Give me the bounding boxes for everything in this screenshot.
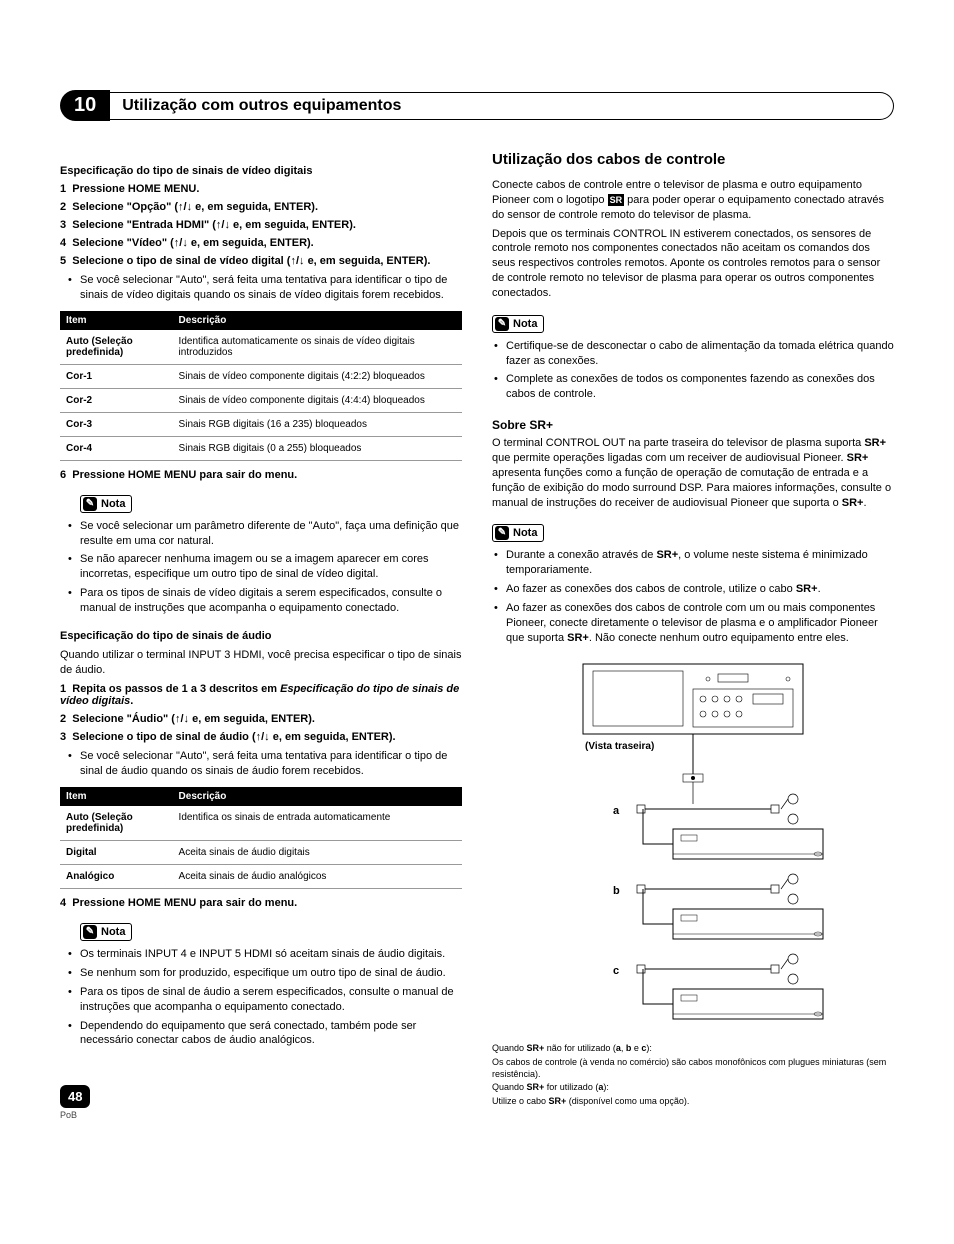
right-column: Utilização dos cabos de controle Conecte… xyxy=(492,151,894,1110)
step-text: Selecione o tipo de sinal de vídeo digit… xyxy=(72,255,430,267)
svg-text:a: a xyxy=(613,805,620,817)
note-badge: ✎Nota xyxy=(492,524,544,542)
pencil-icon: ✎ xyxy=(495,526,509,540)
table-row: Cor-3Sinais RGB digitais (16 a 235) bloq… xyxy=(60,412,462,436)
step-number: 4 xyxy=(60,897,66,909)
step-number: 3 xyxy=(60,219,66,231)
note-item: Se nenhum som for produzido, especifique… xyxy=(80,966,462,981)
fine-print: Os cabos de controle (à venda no comérci… xyxy=(492,1057,894,1080)
body-text: Depois que os terminais CONTROL IN estiv… xyxy=(492,227,894,301)
table-header: Item xyxy=(60,787,173,806)
page-sublabel: PoB xyxy=(60,1110,90,1120)
step-text: Selecione "Opção" (↑/↓ e, em seguida, EN… xyxy=(72,201,318,213)
step-number: 2 xyxy=(60,713,66,725)
section-heading: Utilização dos cabos de controle xyxy=(492,151,894,168)
diagram-label: (Vista traseira) xyxy=(585,741,654,752)
connection-diagram: (Vista traseira) a xyxy=(543,659,843,1029)
chapter-number: 10 xyxy=(60,90,110,121)
fine-print: Utilize o cabo SR+ (disponível como uma … xyxy=(492,1096,894,1108)
step-text: Pressione HOME MENU. xyxy=(72,183,199,195)
table-row: Cor-2Sinais de vídeo componente digitais… xyxy=(60,388,462,412)
table-row: AnalógicoAceita sinais de áudio analógic… xyxy=(60,865,462,889)
body-text: Conecte cabos de controle entre o televi… xyxy=(492,178,894,223)
fine-print: Quando SR+ não for utilizado (a, b e c): xyxy=(492,1043,894,1055)
step-note: Se você selecionar "Auto", será feita um… xyxy=(80,273,462,303)
section-heading: Especificação do tipo de sinais de áudio xyxy=(60,630,462,642)
note-item: Durante a conexão através de SR+, o volu… xyxy=(506,548,894,578)
note-item: Certifique-se de desconectar o cabo de a… xyxy=(506,339,894,369)
step-number: 1 xyxy=(60,183,66,195)
table-header: Descrição xyxy=(173,787,462,806)
table-header: Descrição xyxy=(173,311,462,330)
note-badge: ✎Nota xyxy=(80,923,132,941)
step-text: Selecione o tipo de sinal de áudio (↑/↓ … xyxy=(72,731,395,743)
left-column: Especificação do tipo de sinais de vídeo… xyxy=(60,151,462,1110)
note-item: Se você selecionar um parâmetro diferent… xyxy=(80,519,462,549)
step-text: Pressione HOME MENU para sair do menu. xyxy=(72,469,297,481)
section-heading: Especificação do tipo de sinais de vídeo… xyxy=(60,165,462,177)
note-item: Para os tipos de sinal de áudio a serem … xyxy=(80,985,462,1015)
step-number: 5 xyxy=(60,255,66,267)
table-row: DigitalAceita sinais de áudio digitais xyxy=(60,841,462,865)
table-row: Cor-1Sinais de vídeo componente digitais… xyxy=(60,364,462,388)
section-heading: Sobre SR+ xyxy=(492,418,894,432)
svg-text:c: c xyxy=(613,965,619,977)
table-row: Auto (Seleção predefinida)Identifica os … xyxy=(60,806,462,841)
table-header: Item xyxy=(60,311,173,330)
table-row: Cor-4Sinais RGB digitais (0 a 255) bloqu… xyxy=(60,436,462,460)
note-badge: ✎Nota xyxy=(80,495,132,513)
step-text: Pressione HOME MENU para sair do menu. xyxy=(72,897,297,909)
table-row: Auto (Seleção predefinida)Identifica aut… xyxy=(60,330,462,365)
pencil-icon: ✎ xyxy=(83,497,97,511)
page-footer: 48 PoB xyxy=(60,1085,90,1120)
step-text: Selecione "Vídeo" (↑/↓ e, em seguida, EN… xyxy=(72,237,314,249)
svg-text:b: b xyxy=(613,885,620,897)
body-text: Quando utilizar o terminal INPUT 3 HDMI,… xyxy=(60,648,462,678)
page-number: 48 xyxy=(60,1085,90,1108)
note-item: Para os tipos de sinais de vídeo digitai… xyxy=(80,586,462,616)
step-text: Selecione "Entrada HDMI" (↑/↓ e, em segu… xyxy=(72,219,356,231)
chapter-header: 10 Utilização com outros equipamentos xyxy=(60,90,894,121)
audio-signal-table: Item Descrição Auto (Seleção predefinida… xyxy=(60,787,462,889)
step-number: 4 xyxy=(60,237,66,249)
step-number: 1 xyxy=(60,683,66,695)
step-number: 3 xyxy=(60,731,66,743)
fine-print: Quando SR+ for utilizado (a): xyxy=(492,1082,894,1094)
step-text: Selecione "Áudio" (↑/↓ e, em seguida, EN… xyxy=(72,713,315,725)
note-item: Ao fazer as conexões dos cabos de contro… xyxy=(506,601,894,646)
note-item: Complete as conexões de todos os compone… xyxy=(506,372,894,402)
note-item: Dependendo do equipamento que será conec… xyxy=(80,1019,462,1049)
note-item: Se não aparecer nenhuma imagem ou se a i… xyxy=(80,552,462,582)
step-note: Se você selecionar "Auto", será feita um… xyxy=(80,749,462,779)
pencil-icon: ✎ xyxy=(83,925,97,939)
note-item: Os terminais INPUT 4 e INPUT 5 HDMI só a… xyxy=(80,947,462,962)
chapter-title: Utilização com outros equipamentos xyxy=(110,92,894,120)
note-badge: ✎Nota xyxy=(492,315,544,333)
step-number: 2 xyxy=(60,201,66,213)
sr-icon: SR xyxy=(608,194,625,206)
step-text: Repita os passos de 1 a 3 descritos em E… xyxy=(60,683,459,707)
note-item: Ao fazer as conexões dos cabos de contro… xyxy=(506,582,894,597)
video-signal-table: Item Descrição Auto (Seleção predefinida… xyxy=(60,311,462,461)
pencil-icon: ✎ xyxy=(495,317,509,331)
body-text: O terminal CONTROL OUT na parte traseira… xyxy=(492,436,894,510)
step-number: 6 xyxy=(60,469,66,481)
